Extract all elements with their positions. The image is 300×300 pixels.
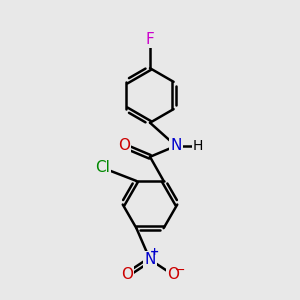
Text: O: O [121,267,133,282]
Text: +: + [150,247,160,257]
Text: −: − [175,264,185,277]
Text: N: N [170,138,182,153]
Text: O: O [167,267,179,282]
Text: N: N [144,252,156,267]
Text: H: H [193,139,203,153]
Text: Cl: Cl [95,160,110,175]
Text: F: F [146,32,154,47]
Text: O: O [118,138,130,153]
